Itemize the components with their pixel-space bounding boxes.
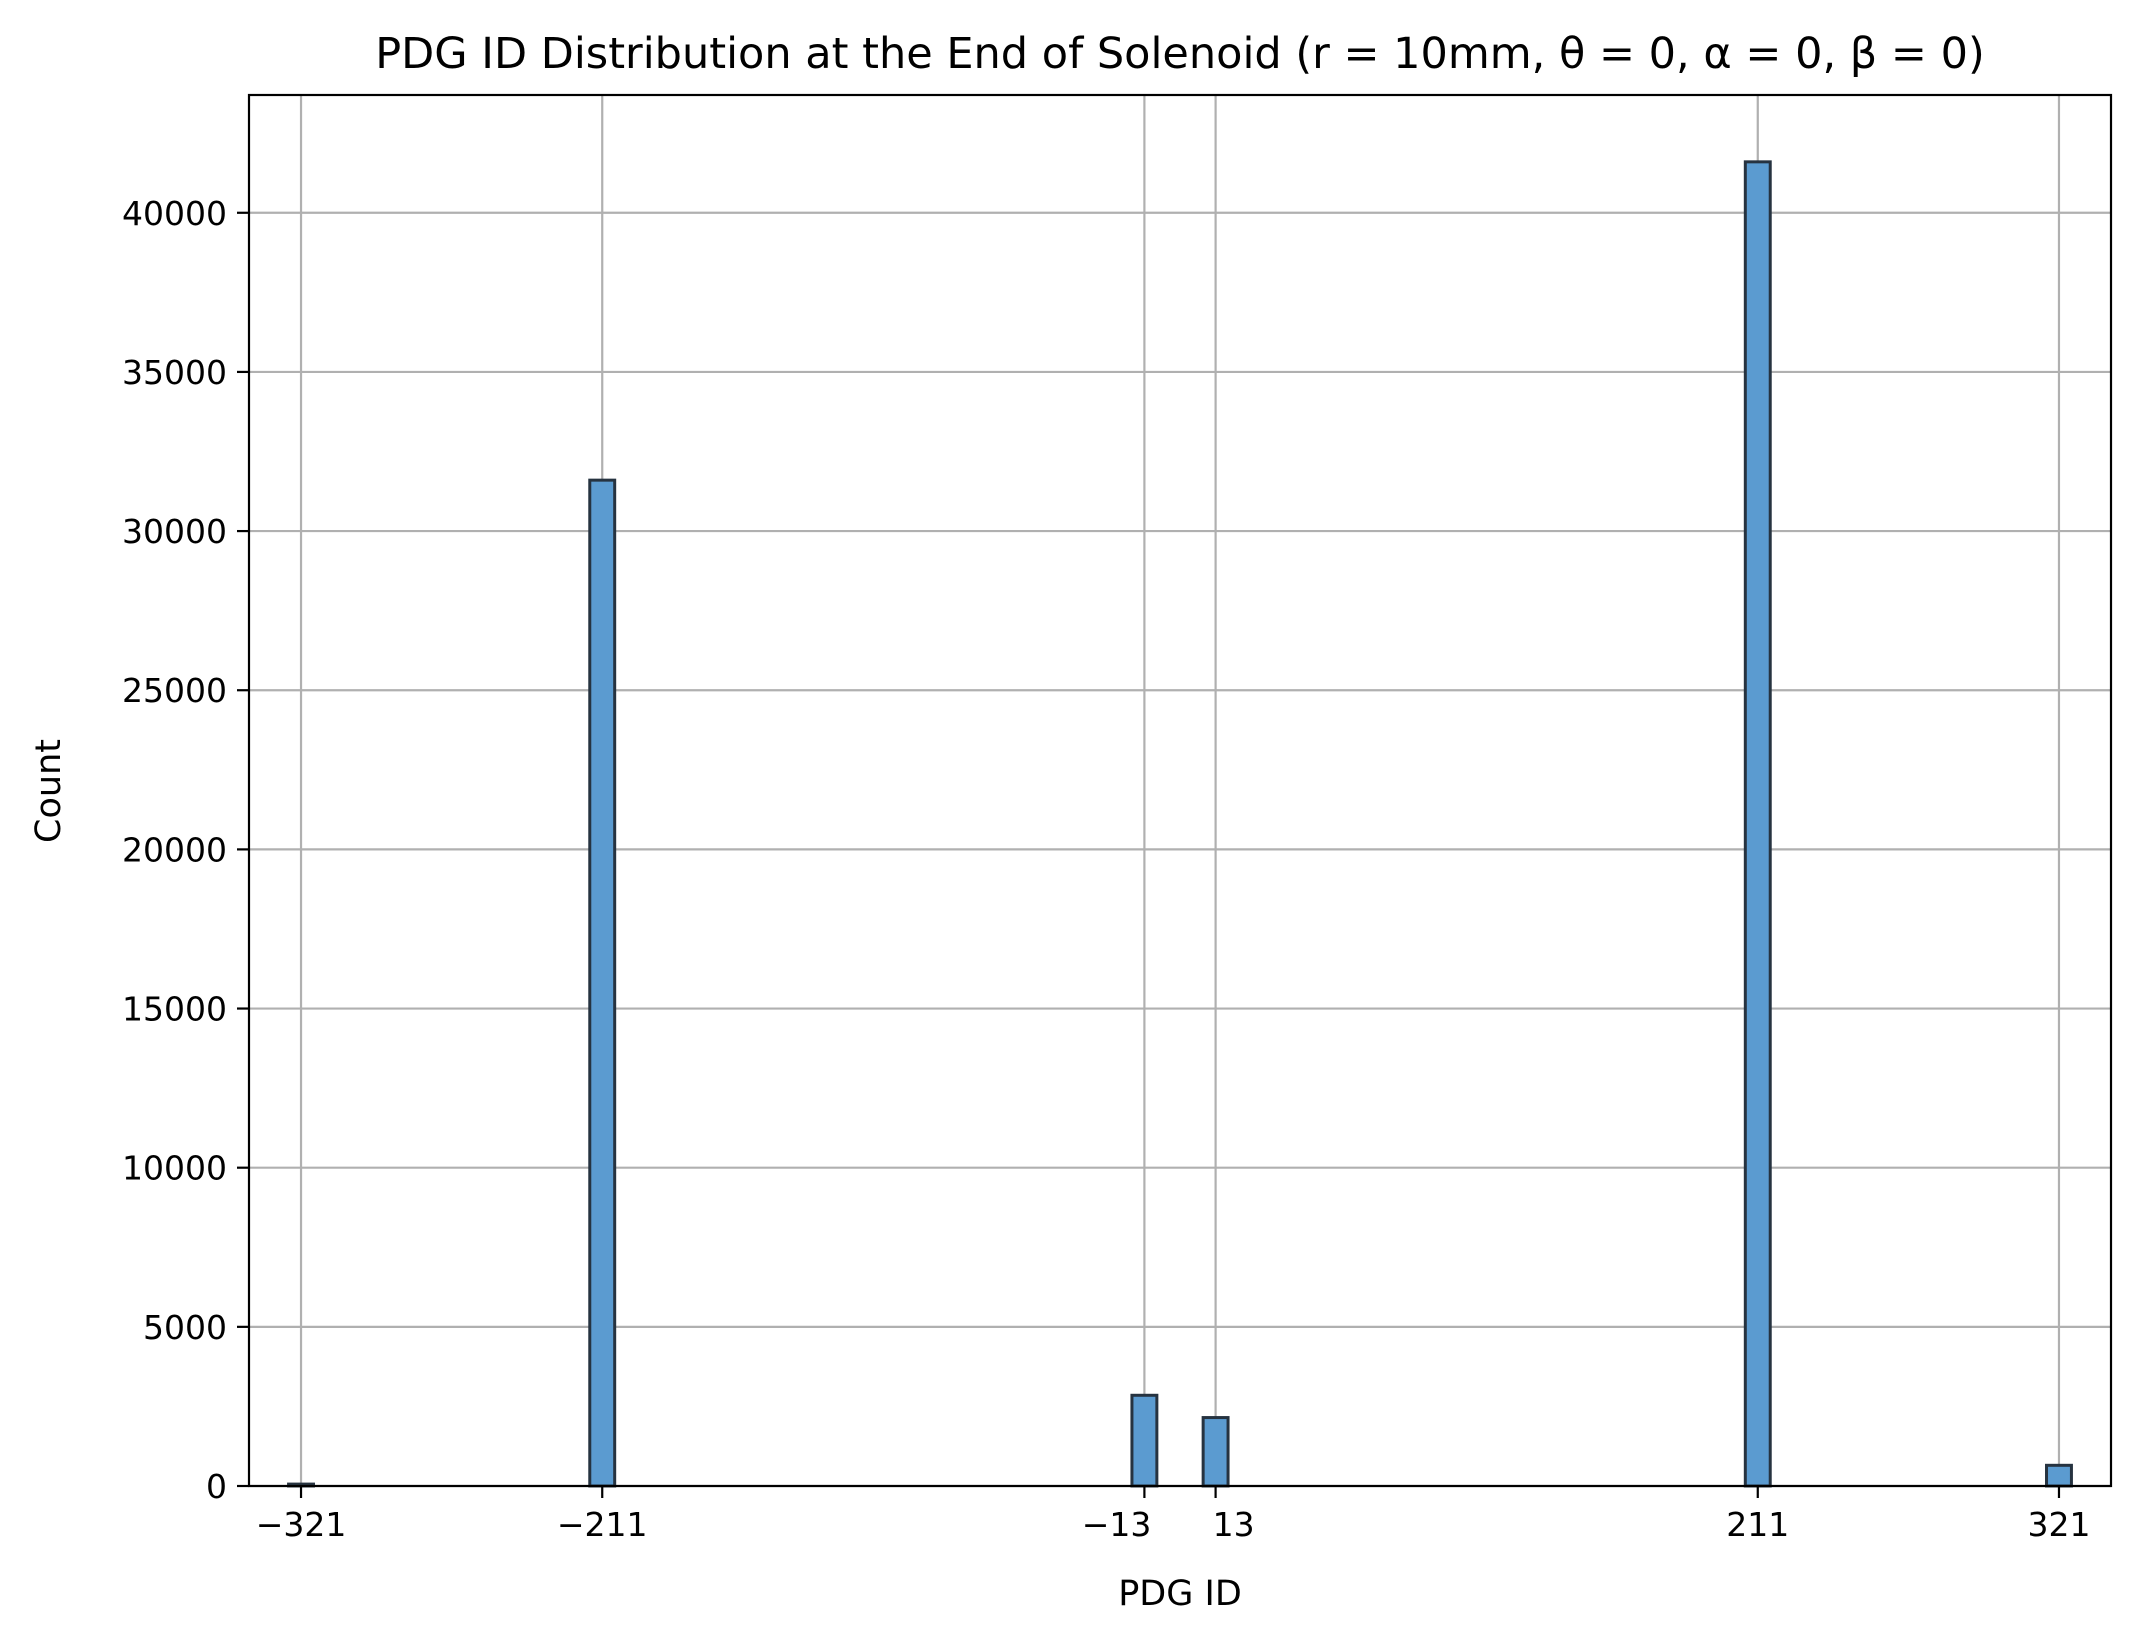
- y-tick-label: 30000: [122, 512, 227, 551]
- y-tick-label: 25000: [122, 671, 227, 710]
- chart-title: PDG ID Distribution at the End of Soleno…: [375, 29, 1984, 79]
- bar: [1743, 160, 1772, 1488]
- bar: [1201, 1416, 1230, 1488]
- x-axis-label: PDG ID: [1118, 1574, 1242, 1614]
- y-axis-label: Count: [29, 739, 69, 843]
- x-tick-label: 13: [1213, 1505, 1255, 1544]
- y-tick-label: 0: [206, 1467, 227, 1506]
- bar: [1130, 1393, 1159, 1488]
- x-tick-label: 321: [2027, 1505, 2090, 1544]
- y-tick-label: 5000: [143, 1308, 227, 1347]
- bar-layer: [287, 160, 2073, 1488]
- x-tick-label: −211: [557, 1505, 648, 1544]
- tick-layer: −321 −211 −13 13 211 321 0 5000 10000 15000 20000 2…: [122, 194, 2090, 1544]
- y-tick-label: 35000: [122, 353, 227, 392]
- grid-layer: [249, 95, 2111, 1488]
- plot-frame: [247, 93, 2113, 1488]
- y-tick-label: 20000: [122, 830, 227, 869]
- bar: [2045, 1463, 2073, 1488]
- bar: [588, 478, 617, 1488]
- y-tick-label: 15000: [122, 990, 227, 1029]
- y-tick-label: 40000: [122, 194, 227, 233]
- y-tick-label: 10000: [122, 1149, 227, 1188]
- x-tick-label: 211: [1726, 1505, 1789, 1544]
- x-tick-label: −13: [1082, 1505, 1152, 1544]
- x-tick-label: −321: [256, 1505, 347, 1544]
